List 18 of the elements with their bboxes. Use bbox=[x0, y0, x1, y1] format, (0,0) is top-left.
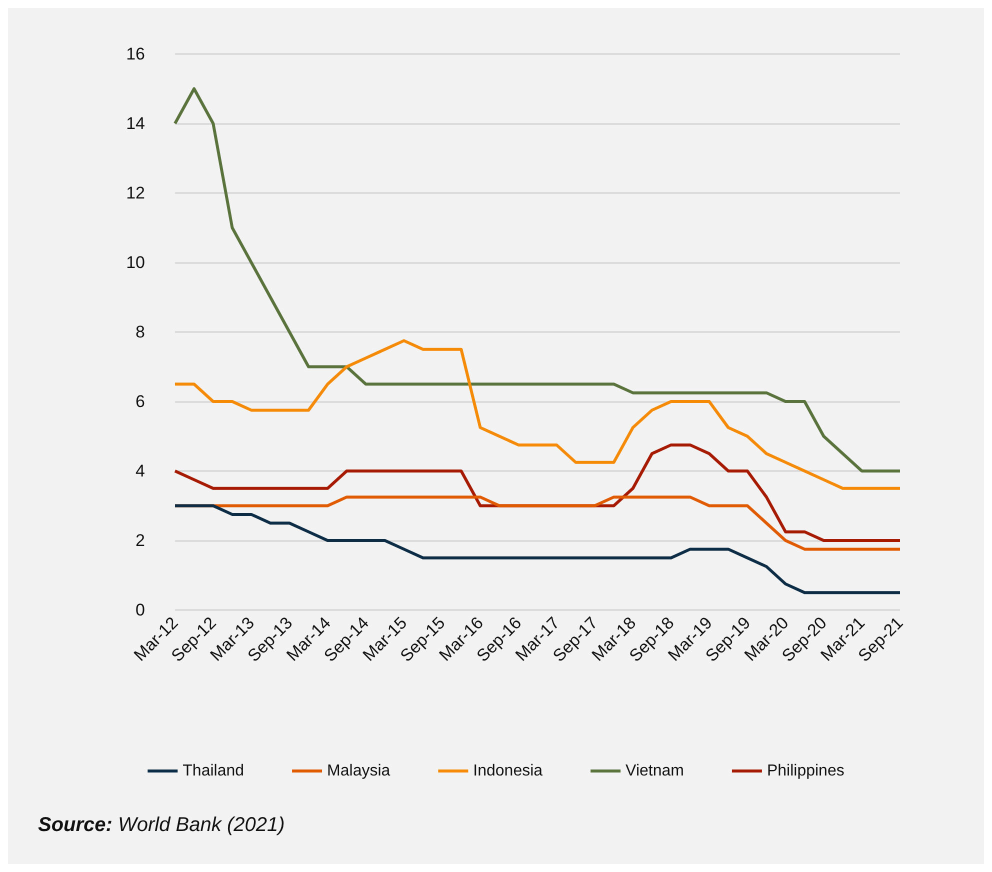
legend-label: Thailand bbox=[182, 762, 244, 780]
line-series bbox=[174, 87, 902, 472]
y-tick-label: 4 bbox=[136, 462, 145, 480]
y-tick-label: 8 bbox=[136, 322, 145, 342]
line-series bbox=[174, 339, 902, 490]
legend-label: Malaysia bbox=[327, 762, 390, 780]
y-tick-label: 10 bbox=[126, 253, 145, 272]
y-tick-label: 2 bbox=[136, 531, 145, 550]
line-series bbox=[174, 504, 902, 594]
y-tick-label: 6 bbox=[136, 392, 145, 411]
legend-label: Philippines bbox=[766, 762, 844, 780]
y-tick-label: 16 bbox=[126, 44, 145, 64]
y-tick-label: 12 bbox=[126, 184, 145, 202]
legend-label: Indonesia bbox=[473, 762, 543, 780]
y-tick-label: 0 bbox=[136, 600, 145, 620]
y-tick-label: 14 bbox=[126, 114, 145, 133]
legend-label: Vietnam bbox=[626, 762, 684, 780]
source-note: Source: World Bank (2021) bbox=[38, 814, 285, 836]
